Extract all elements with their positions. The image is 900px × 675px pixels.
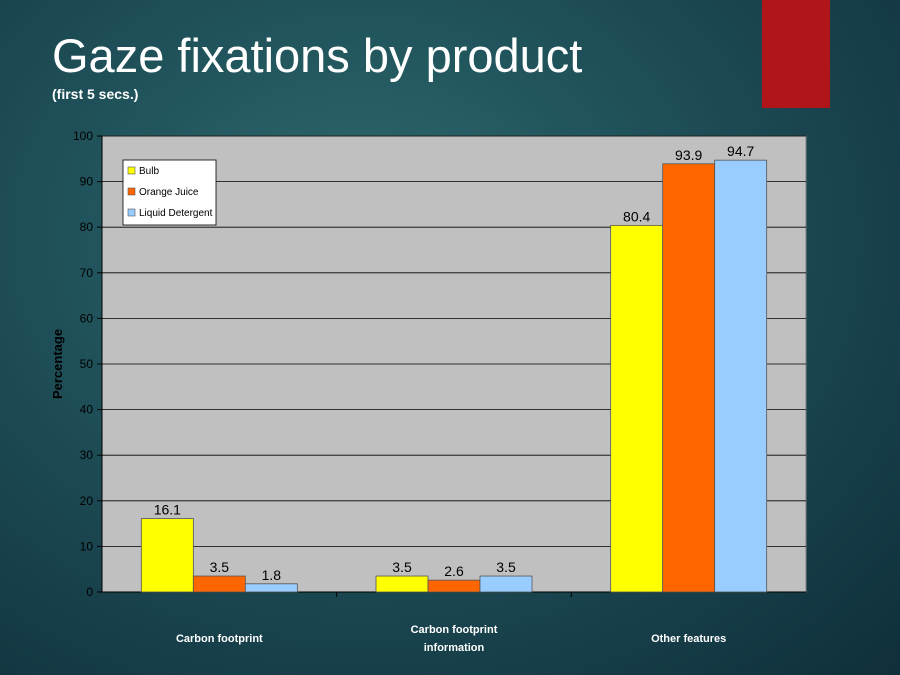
data-label: 80.4 bbox=[623, 208, 650, 224]
data-labels: 16.1 3.5 1.8 3.5 2.6 3.5 80.4 93.9 94.7 bbox=[154, 143, 755, 583]
bar bbox=[140, 518, 194, 593]
y-tick-label: 30 bbox=[80, 448, 94, 462]
data-label: 16.1 bbox=[154, 502, 181, 518]
y-tick-label: 60 bbox=[80, 311, 94, 325]
bar bbox=[192, 575, 246, 593]
legend-swatch bbox=[127, 187, 136, 196]
data-label: 3.5 bbox=[496, 559, 516, 575]
legend-label: Orange Juice bbox=[139, 187, 199, 198]
y-tick-label: 100 bbox=[73, 129, 93, 143]
y-tick-label: 40 bbox=[80, 403, 94, 417]
category-label: information bbox=[424, 642, 485, 654]
y-tick-label: 50 bbox=[80, 357, 94, 371]
slide-title: Gaze fixations by product bbox=[52, 29, 583, 82]
category-label: Other features bbox=[651, 633, 726, 645]
category-label: Carbon footprint bbox=[411, 624, 498, 636]
category-label: Carbon footprint bbox=[176, 633, 263, 645]
bar bbox=[662, 163, 716, 593]
data-label: 3.5 bbox=[392, 559, 412, 575]
data-label: 2.6 bbox=[444, 563, 464, 579]
bar bbox=[427, 579, 481, 593]
y-axis-label: Percentage bbox=[50, 329, 65, 399]
y-tick-label: 20 bbox=[80, 494, 94, 508]
bar bbox=[244, 583, 298, 593]
legend-swatch bbox=[127, 166, 136, 175]
data-label: 1.8 bbox=[262, 567, 282, 583]
bars bbox=[140, 159, 768, 593]
bar bbox=[375, 575, 429, 593]
y-tick-label: 90 bbox=[80, 175, 94, 189]
y-tick-label: 0 bbox=[86, 585, 93, 599]
accent-bar bbox=[762, 0, 830, 108]
category-labels: Carbon footprint Carbon footprint informat… bbox=[176, 624, 726, 654]
bar bbox=[479, 575, 533, 593]
legend-label: Liquid Detergent bbox=[139, 208, 213, 219]
y-tick-label: 70 bbox=[80, 266, 94, 280]
legend-swatch bbox=[127, 208, 136, 217]
legend-box bbox=[122, 159, 217, 226]
data-label: 3.5 bbox=[210, 559, 230, 575]
bar bbox=[714, 159, 768, 593]
slide-subtitle: (first 5 secs.) bbox=[52, 86, 139, 102]
y-tick-label: 80 bbox=[80, 220, 94, 234]
data-label: 94.7 bbox=[727, 143, 754, 159]
y-tick-label: 10 bbox=[80, 539, 94, 553]
data-label: 93.9 bbox=[675, 147, 702, 163]
bar bbox=[610, 224, 664, 593]
legend-label: Bulb bbox=[139, 166, 159, 177]
legend: Bulb Orange Juice Liquid Detergent bbox=[122, 159, 217, 226]
